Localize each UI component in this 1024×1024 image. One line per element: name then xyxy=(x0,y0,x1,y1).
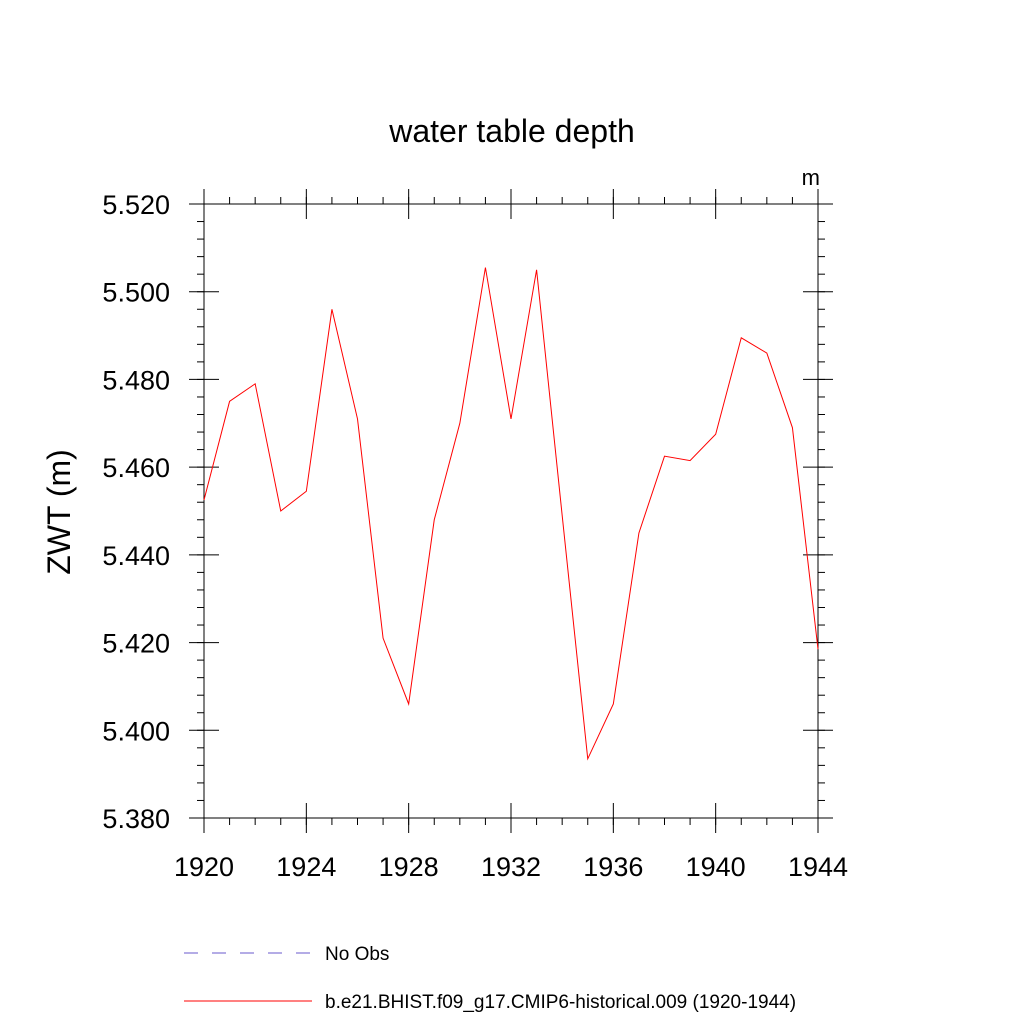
y-tick-label: 5.480 xyxy=(102,365,170,395)
y-tick-label: 5.380 xyxy=(102,804,170,834)
x-tick-label: 1932 xyxy=(481,852,541,882)
major-ticks xyxy=(189,189,833,833)
y-tick-label: 5.400 xyxy=(102,716,170,746)
x-tick-label: 1940 xyxy=(686,852,746,882)
y-tick-labels: 5.380 5.400 5.420 5.440 5.460 5.480 5.500 5.520 xyxy=(102,190,170,834)
x-tick-label: 1936 xyxy=(583,852,643,882)
x-tick-label: 1924 xyxy=(276,852,336,882)
x-tick-labels: 1920 1924 1928 1932 1936 1940 1944 xyxy=(174,852,848,882)
y-tick-label: 5.440 xyxy=(102,541,170,571)
legend-label-no-obs: No Obs xyxy=(325,944,389,965)
x-tick-label: 1928 xyxy=(379,852,439,882)
y-axis-label: ZWT (m) xyxy=(41,449,77,575)
minor-ticks xyxy=(197,197,825,825)
y-tick-label: 5.520 xyxy=(102,190,170,220)
x-tick-label: 1944 xyxy=(788,852,848,882)
units-label: m xyxy=(802,165,820,190)
series-line xyxy=(203,267,819,761)
series-group xyxy=(203,267,819,761)
plot-frame xyxy=(203,203,819,819)
chart-title: water table depth xyxy=(388,113,635,149)
y-tick-label: 5.460 xyxy=(102,453,170,483)
legend: No Obs b.e21.BHIST.f09_g17.CMIP6-histori… xyxy=(184,944,796,1013)
y-tick-label: 5.420 xyxy=(102,629,170,659)
legend-label-historical: b.e21.BHIST.f09_g17.CMIP6-historical.009… xyxy=(325,992,796,1013)
y-tick-label: 5.500 xyxy=(102,278,170,308)
x-tick-label: 1920 xyxy=(174,852,234,882)
